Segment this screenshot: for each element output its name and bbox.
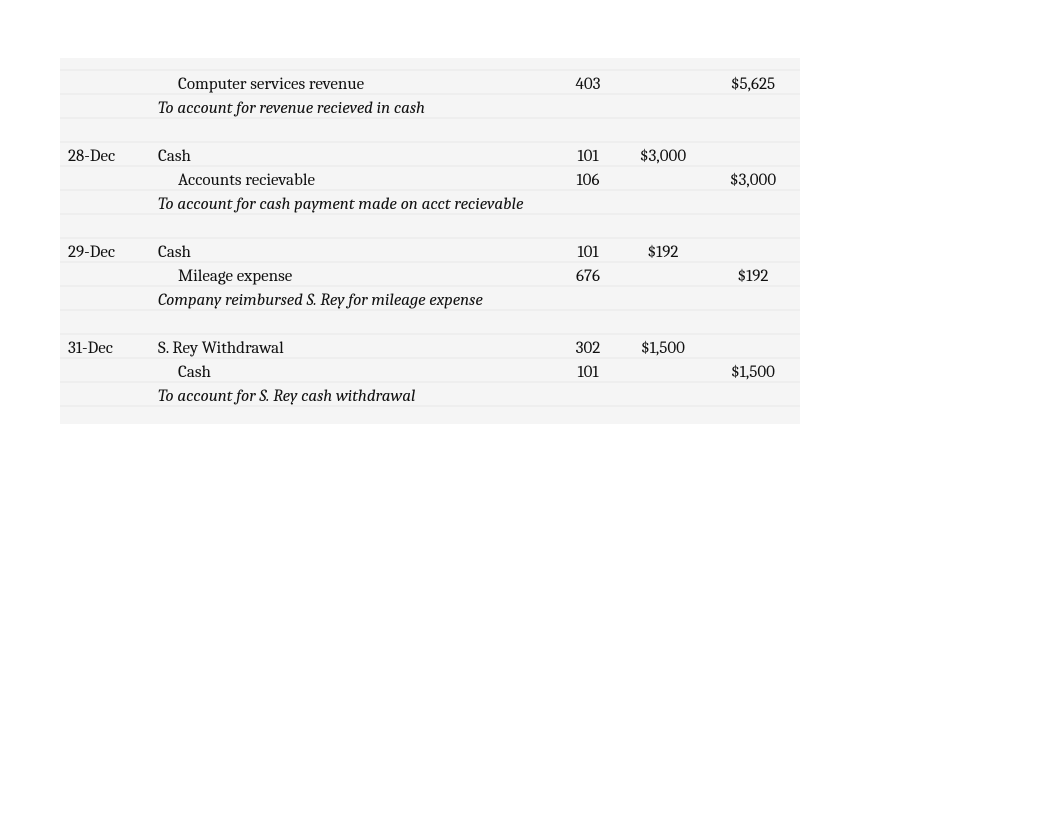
desc-cell: Cash xyxy=(158,363,558,382)
journal-memo: To account for cash payment made on acct… xyxy=(60,192,800,216)
credit-cell: $1,500 xyxy=(708,363,798,382)
debit-cell: $3,000 xyxy=(618,147,708,166)
spacer xyxy=(60,120,800,144)
desc-cell: Cash xyxy=(158,243,558,262)
journal-line: Mileage expense 676 $192 xyxy=(60,264,800,288)
desc-cell: Accounts recievable xyxy=(158,171,558,190)
debit-cell: $192 xyxy=(618,243,708,262)
memo-cell: To account for revenue recieved in cash xyxy=(158,99,798,118)
credit-cell: $3,000 xyxy=(708,171,798,190)
journal-line: 29-Dec Cash 101 $192 xyxy=(60,240,800,264)
spacer xyxy=(60,312,800,336)
memo-cell: Company reimbursed S. Rey for mileage ex… xyxy=(158,291,798,310)
desc-cell: Computer services revenue xyxy=(158,75,558,94)
journal-line: 31-Dec S. Rey Withdrawal 302 $1,500 xyxy=(60,336,800,360)
journal-memo: Company reimbursed S. Rey for mileage ex… xyxy=(60,288,800,312)
acct-cell: 101 xyxy=(558,243,618,262)
acct-cell: 101 xyxy=(558,147,618,166)
memo-cell: To account for S. Rey cash withdrawal xyxy=(158,387,798,406)
journal-line: 28-Dec Cash 101 $3,000 xyxy=(60,144,800,168)
desc-cell: Mileage expense xyxy=(158,267,558,286)
journal-line: Cash 101 $1,500 xyxy=(60,360,800,384)
credit-cell: $5,625 xyxy=(708,75,798,94)
journal-line: Computer services revenue 403 $5,625 xyxy=(60,72,800,96)
memo-cell: To account for cash payment made on acct… xyxy=(158,195,798,214)
journal-line: Accounts recievable 106 $3,000 xyxy=(60,168,800,192)
date-cell: 28-Dec xyxy=(68,147,158,166)
acct-cell: 302 xyxy=(558,339,618,358)
acct-cell: 403 xyxy=(558,75,618,94)
journal-memo: To account for revenue recieved in cash xyxy=(60,96,800,120)
acct-cell: 101 xyxy=(558,363,618,382)
acct-cell: 676 xyxy=(558,267,618,286)
credit-cell: $192 xyxy=(708,267,798,286)
date-cell: 31-Dec xyxy=(68,339,158,358)
date-cell: 29-Dec xyxy=(68,243,158,262)
journal-block: Computer services revenue 403 $5,625 To … xyxy=(60,58,800,424)
spacer xyxy=(60,216,800,240)
acct-cell: 106 xyxy=(558,171,618,190)
desc-cell: Cash xyxy=(158,147,558,166)
desc-cell: S. Rey Withdrawal xyxy=(158,339,558,358)
journal-memo: To account for S. Rey cash withdrawal xyxy=(60,384,800,408)
debit-cell: $1,500 xyxy=(618,339,708,358)
